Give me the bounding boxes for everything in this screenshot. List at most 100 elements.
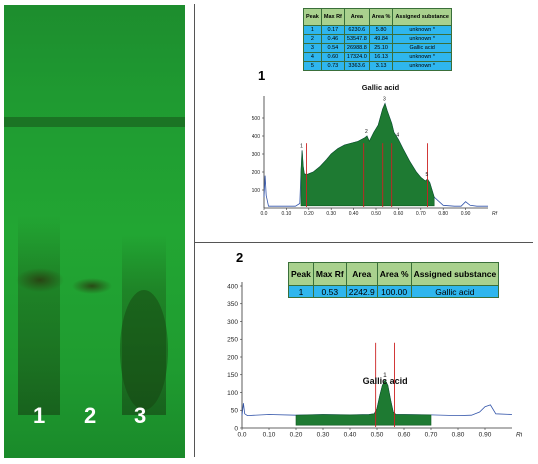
lane-3-streak <box>122 235 166 415</box>
table-cell: 3.13 <box>368 61 394 71</box>
table-row: 5 0.73 3363.6 3.13 unknown * <box>303 61 452 71</box>
peak-table-1: Peak Max Rf Area Area % Assigned substance 1… <box>303 8 452 71</box>
y-tick-label: 0 <box>234 425 238 432</box>
table-header-cell: Area <box>343 8 370 26</box>
chart-title: Gallic acid <box>362 83 400 92</box>
y-tick-label: 400 <box>227 283 238 290</box>
y-tick-label: 250 <box>227 337 238 344</box>
chart-title: Gallic acid <box>363 376 408 386</box>
table-cell: 2242.9 <box>345 285 378 298</box>
x-tick-label: 0.10 <box>282 211 292 217</box>
table-header-cell: Peak <box>303 8 322 26</box>
table-cell: 0.46 <box>320 34 345 44</box>
peak-number-label: 1 <box>383 372 387 379</box>
x-tick-label: 0.50 <box>371 211 381 217</box>
x-tick-label: 0.50 <box>371 432 384 439</box>
densitogram-1: 100 200 300 400 500 0.0 0.10 0.20 0.30 0.40 0.50 0.… <box>252 83 498 217</box>
y-tick-label: 350 <box>227 301 238 308</box>
x-tick-label: 0.0 <box>237 432 246 439</box>
table-cell: 0.54 <box>320 43 345 53</box>
x-tick-label: 0.20 <box>304 211 314 217</box>
lane-1-spot <box>16 268 64 292</box>
table-row: 3 0.54 26988.8 25.10 Gallic acid <box>303 43 452 53</box>
table-cell: 1 <box>288 285 314 298</box>
lane-label-1: 1 <box>33 403 46 428</box>
x-tick-label: 0.70 <box>425 432 438 439</box>
y-tick-label: 300 <box>252 152 260 158</box>
table-cell: 100.00 <box>376 285 412 298</box>
x-tick-label: 0.90 <box>461 211 471 217</box>
x-tick-label: 0.60 <box>394 211 404 217</box>
table-row: 1 0.53 2242.9 100.00 Gallic acid <box>288 285 500 298</box>
x-tick-label: 0.60 <box>398 432 411 439</box>
table-cell: 3363.6 <box>343 61 370 71</box>
table-cell: 1 <box>303 25 322 35</box>
table-cell: 5 <box>303 61 322 71</box>
y-tick-label: 100 <box>227 390 238 397</box>
table-cell: 0.60 <box>320 52 345 62</box>
table-cell: Gallic acid <box>410 285 500 298</box>
table-cell: 16.13 <box>368 52 394 62</box>
x-tick-label: 0.0 <box>261 211 268 217</box>
x-axis-label: Rf <box>492 211 498 217</box>
table-cell: 0.17 <box>320 25 345 35</box>
table-header-cell: Area % <box>376 262 412 286</box>
lane-3-smear <box>120 290 168 410</box>
table-cell: 2 <box>303 34 322 44</box>
x-tick-label: 0.30 <box>326 211 336 217</box>
x-tick-label: 0.70 <box>416 211 426 217</box>
panel-divider-vertical <box>194 4 534 457</box>
table-row: 2 0.46 53547.8 49.84 unknown * <box>303 34 452 44</box>
peak-number-label: 3 <box>383 97 386 103</box>
y-tick-label: 300 <box>227 319 238 326</box>
peak-number-label: 2 <box>365 129 368 135</box>
tlc-plate-art <box>4 117 185 415</box>
table-header-cell: Assigned substance <box>392 8 452 26</box>
y-tick-label: 100 <box>252 188 260 194</box>
x-axis-label: Rf <box>516 432 522 439</box>
panel-2-label: 2 <box>236 250 244 265</box>
table-row: 4 0.60 17324.0 16.13 unknown * <box>303 52 452 62</box>
table-header-cell: Max Rf <box>320 8 345 26</box>
peak-number-label: 5 <box>426 172 429 178</box>
table-cell: 25.10 <box>368 43 394 53</box>
table-cell: 26988.8 <box>343 43 370 53</box>
peak-number-label: 1 <box>300 143 303 149</box>
x-tick-label: 0.40 <box>344 432 357 439</box>
x-tick-label: 0.90 <box>479 432 492 439</box>
x-tick-label: 0.10 <box>263 432 276 439</box>
table-cell: 17324.0 <box>343 52 370 62</box>
table-header-cell: Area <box>345 262 378 286</box>
table-cell: 6230.6 <box>343 25 370 35</box>
x-tick-label: 0.30 <box>317 432 330 439</box>
panel-divider-horizontal <box>194 242 533 243</box>
lane-label-3: 3 <box>134 403 147 428</box>
table-cell: unknown * <box>392 25 452 35</box>
x-tick-label: 0.80 <box>452 432 465 439</box>
y-tick-label: 400 <box>252 134 260 140</box>
y-tick-label: 200 <box>227 354 238 361</box>
lane-2-spot <box>72 278 112 294</box>
table-cell: unknown * <box>392 61 452 71</box>
table-header-cell: Assigned substance <box>410 262 500 286</box>
peak-table-2: Peak Max Rf Area Area % Assigned substance 1… <box>288 262 500 298</box>
table-cell: unknown * <box>392 52 452 62</box>
densitogram-2: 0 50 100 150 200 250 300 350 400 0.0 0.10 0.20 0.30 0… <box>227 282 522 439</box>
tlc-plate: 1 2 3 <box>4 5 185 458</box>
y-tick-label: 200 <box>252 170 260 176</box>
lane-label-2: 2 <box>84 403 97 428</box>
table-cell: 5.80 <box>368 25 394 35</box>
table-cell: 0.73 <box>320 61 345 71</box>
y-tick-label: 150 <box>227 372 238 379</box>
table-cell: 0.53 <box>312 285 347 298</box>
panel-1-label: 1 <box>258 68 266 83</box>
table-cell: 3 <box>303 43 322 53</box>
peak-area <box>295 379 432 426</box>
table-cell: unknown * <box>392 34 452 44</box>
peak-number-label: 4 <box>396 133 399 139</box>
y-tick-label: 50 <box>231 408 239 415</box>
x-tick-label: 0.20 <box>290 432 303 439</box>
table-header-cell: Area % <box>368 8 394 26</box>
x-tick-label: 0.80 <box>438 211 448 217</box>
y-tick-label: 500 <box>252 116 260 122</box>
